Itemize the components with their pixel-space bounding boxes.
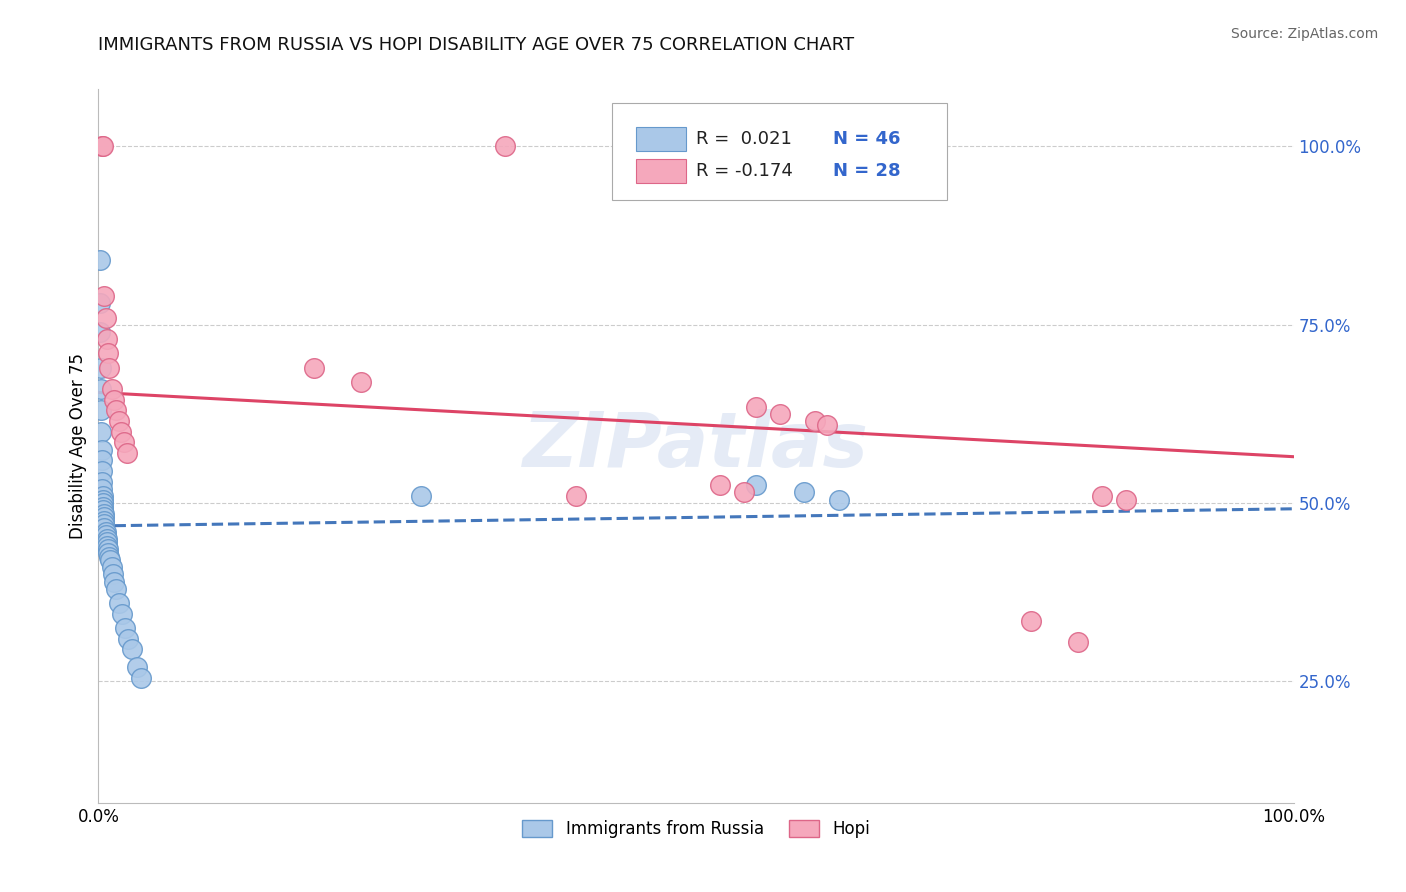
Point <box>745 400 768 414</box>
Point <box>1091 489 1114 503</box>
Point <box>793 485 815 500</box>
Point <box>733 485 755 500</box>
Point <box>91 482 114 496</box>
Point <box>105 582 128 596</box>
Point <box>98 549 121 564</box>
Point <box>91 503 114 517</box>
Point <box>96 532 118 546</box>
Point <box>91 500 114 514</box>
Text: ZIPatlas: ZIPatlas <box>523 409 869 483</box>
Point <box>112 435 135 450</box>
Point <box>105 403 128 417</box>
FancyBboxPatch shape <box>637 159 686 184</box>
Point <box>804 414 827 428</box>
Text: R =  0.021: R = 0.021 <box>696 130 792 148</box>
Point <box>302 360 325 375</box>
Point <box>97 346 120 360</box>
FancyBboxPatch shape <box>613 103 948 200</box>
Point <box>91 139 114 153</box>
Legend: Immigrants from Russia, Hopi: Immigrants from Russia, Hopi <box>516 813 876 845</box>
Point <box>91 464 114 478</box>
Point <box>828 492 851 507</box>
Point <box>94 524 117 539</box>
Point <box>96 332 118 346</box>
Point <box>565 489 588 503</box>
Point <box>97 546 120 560</box>
Point <box>121 642 143 657</box>
Point <box>131 671 153 685</box>
Point <box>114 621 136 635</box>
Point <box>89 296 111 310</box>
Point <box>90 382 112 396</box>
Point <box>93 507 115 521</box>
Point <box>91 475 114 489</box>
Point <box>110 425 132 439</box>
Point <box>89 325 111 339</box>
Text: N = 46: N = 46 <box>834 130 901 148</box>
Y-axis label: Disability Age Over 75: Disability Age Over 75 <box>69 353 87 539</box>
Point <box>98 553 122 567</box>
FancyBboxPatch shape <box>637 127 686 152</box>
Point <box>115 446 138 460</box>
Point <box>96 535 118 549</box>
Point <box>93 510 115 524</box>
Point <box>815 417 838 432</box>
Point <box>111 607 134 621</box>
Point <box>101 567 124 582</box>
Point <box>94 528 117 542</box>
Point <box>107 596 129 610</box>
Point <box>91 453 114 467</box>
Point <box>90 425 112 439</box>
Text: R = -0.174: R = -0.174 <box>696 162 793 180</box>
Point <box>96 539 118 553</box>
Text: N = 28: N = 28 <box>834 162 901 180</box>
Point <box>91 489 114 503</box>
Point <box>97 542 120 557</box>
Point <box>93 289 115 303</box>
Text: IMMIGRANTS FROM RUSSIA VS HOPI DISABILITY AGE OVER 75 CORRELATION CHART: IMMIGRANTS FROM RUSSIA VS HOPI DISABILIT… <box>98 36 855 54</box>
Point <box>768 407 790 421</box>
Point <box>103 392 125 407</box>
Point <box>709 478 731 492</box>
Point <box>117 632 139 646</box>
Point <box>350 375 373 389</box>
Point <box>89 253 111 268</box>
Point <box>745 478 768 492</box>
Point <box>411 489 433 503</box>
Point <box>94 310 117 325</box>
Point <box>100 560 122 574</box>
Point <box>1067 635 1090 649</box>
Point <box>98 360 121 375</box>
Point <box>494 139 516 153</box>
Point <box>90 403 112 417</box>
Point <box>103 574 125 589</box>
Point <box>91 496 114 510</box>
Point <box>1115 492 1137 507</box>
Point <box>90 360 112 375</box>
Point <box>91 492 114 507</box>
Point <box>93 514 115 528</box>
Point <box>107 414 129 428</box>
Point <box>93 517 115 532</box>
Point <box>125 660 148 674</box>
Point <box>91 442 114 457</box>
Point <box>100 382 122 396</box>
Text: Source: ZipAtlas.com: Source: ZipAtlas.com <box>1230 27 1378 41</box>
Point <box>93 521 115 535</box>
Point <box>91 139 114 153</box>
Point <box>1019 614 1042 628</box>
